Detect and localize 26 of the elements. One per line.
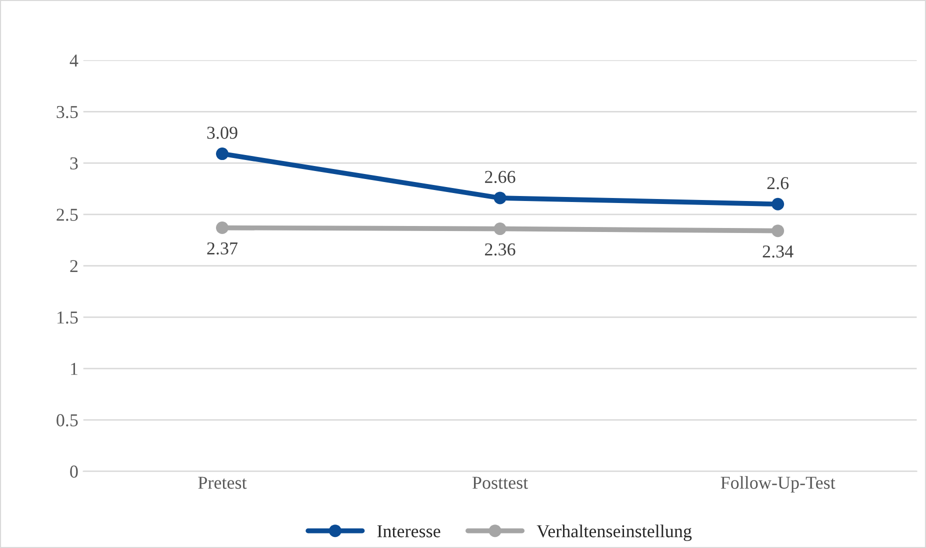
y-tick-label: 0.5 [56,414,78,426]
y-tick-label: 3.5 [56,106,78,118]
data-label: 2.36 [485,243,516,256]
y-tick-label: 1 [71,362,78,375]
y-tick-label: 0 [70,466,78,478]
data-label: 3.09 [207,126,238,139]
data-label: 2.34 [762,245,794,258]
point [494,222,506,236]
data-label: 2.66 [485,170,516,184]
point [772,224,784,238]
x-tick-label: Pretest [198,476,247,489]
y-tick-label: 2 [70,260,78,272]
y-tick-label: 3 [70,157,78,170]
x-tick-label: Posttest [472,476,528,489]
legend-label: Verhaltenseinstellung [536,524,692,542]
x-tick-label: Follow-Up-Test [720,476,836,493]
point [216,148,228,160]
y-tick-label: 1.5 [58,312,78,324]
data-label: 2.6 [767,177,789,190]
point [772,198,784,210]
point [494,192,506,204]
point [216,222,228,234]
data-label: 2.37 [207,242,238,255]
y-tick-label: 2.5 [56,208,78,221]
y-tick-label: 4 [70,54,78,67]
legend-label: Interesse [377,525,440,538]
